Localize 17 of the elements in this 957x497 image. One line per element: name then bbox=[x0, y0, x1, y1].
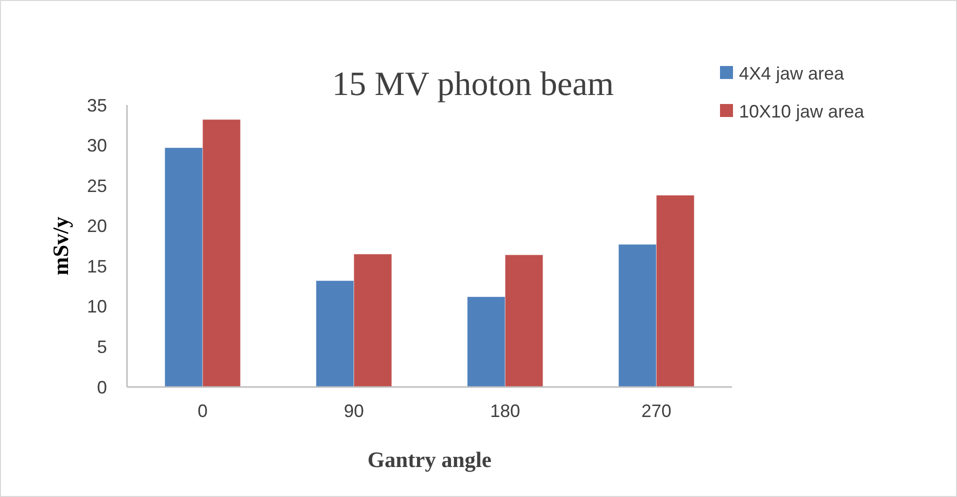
x-tick-label: 270 bbox=[641, 401, 672, 421]
y-tick-label: 5 bbox=[96, 337, 107, 358]
y-tick-label: 15 bbox=[86, 256, 107, 276]
chart-title: 15 MV photon beam bbox=[332, 66, 614, 103]
x-axis-title: Gantry angle bbox=[367, 447, 492, 472]
x-tick-label: 0 bbox=[198, 401, 208, 421]
x-tick-label: 180 bbox=[490, 401, 520, 421]
x-tick-label: 90 bbox=[344, 401, 364, 421]
y-tick-label: 20 bbox=[86, 216, 107, 236]
y-tick-label: 10 bbox=[86, 296, 107, 317]
y-axis-title: mSv/y bbox=[48, 216, 73, 276]
y-tick-label: 25 bbox=[86, 176, 107, 196]
legend-label: 4X4 jaw area bbox=[739, 63, 846, 84]
y-tick-label: 35 bbox=[86, 95, 107, 116]
legend-label: 10X10 jaw area bbox=[739, 101, 866, 122]
y-tick-label: 30 bbox=[86, 136, 107, 156]
y-tick-label: 0 bbox=[96, 377, 107, 398]
